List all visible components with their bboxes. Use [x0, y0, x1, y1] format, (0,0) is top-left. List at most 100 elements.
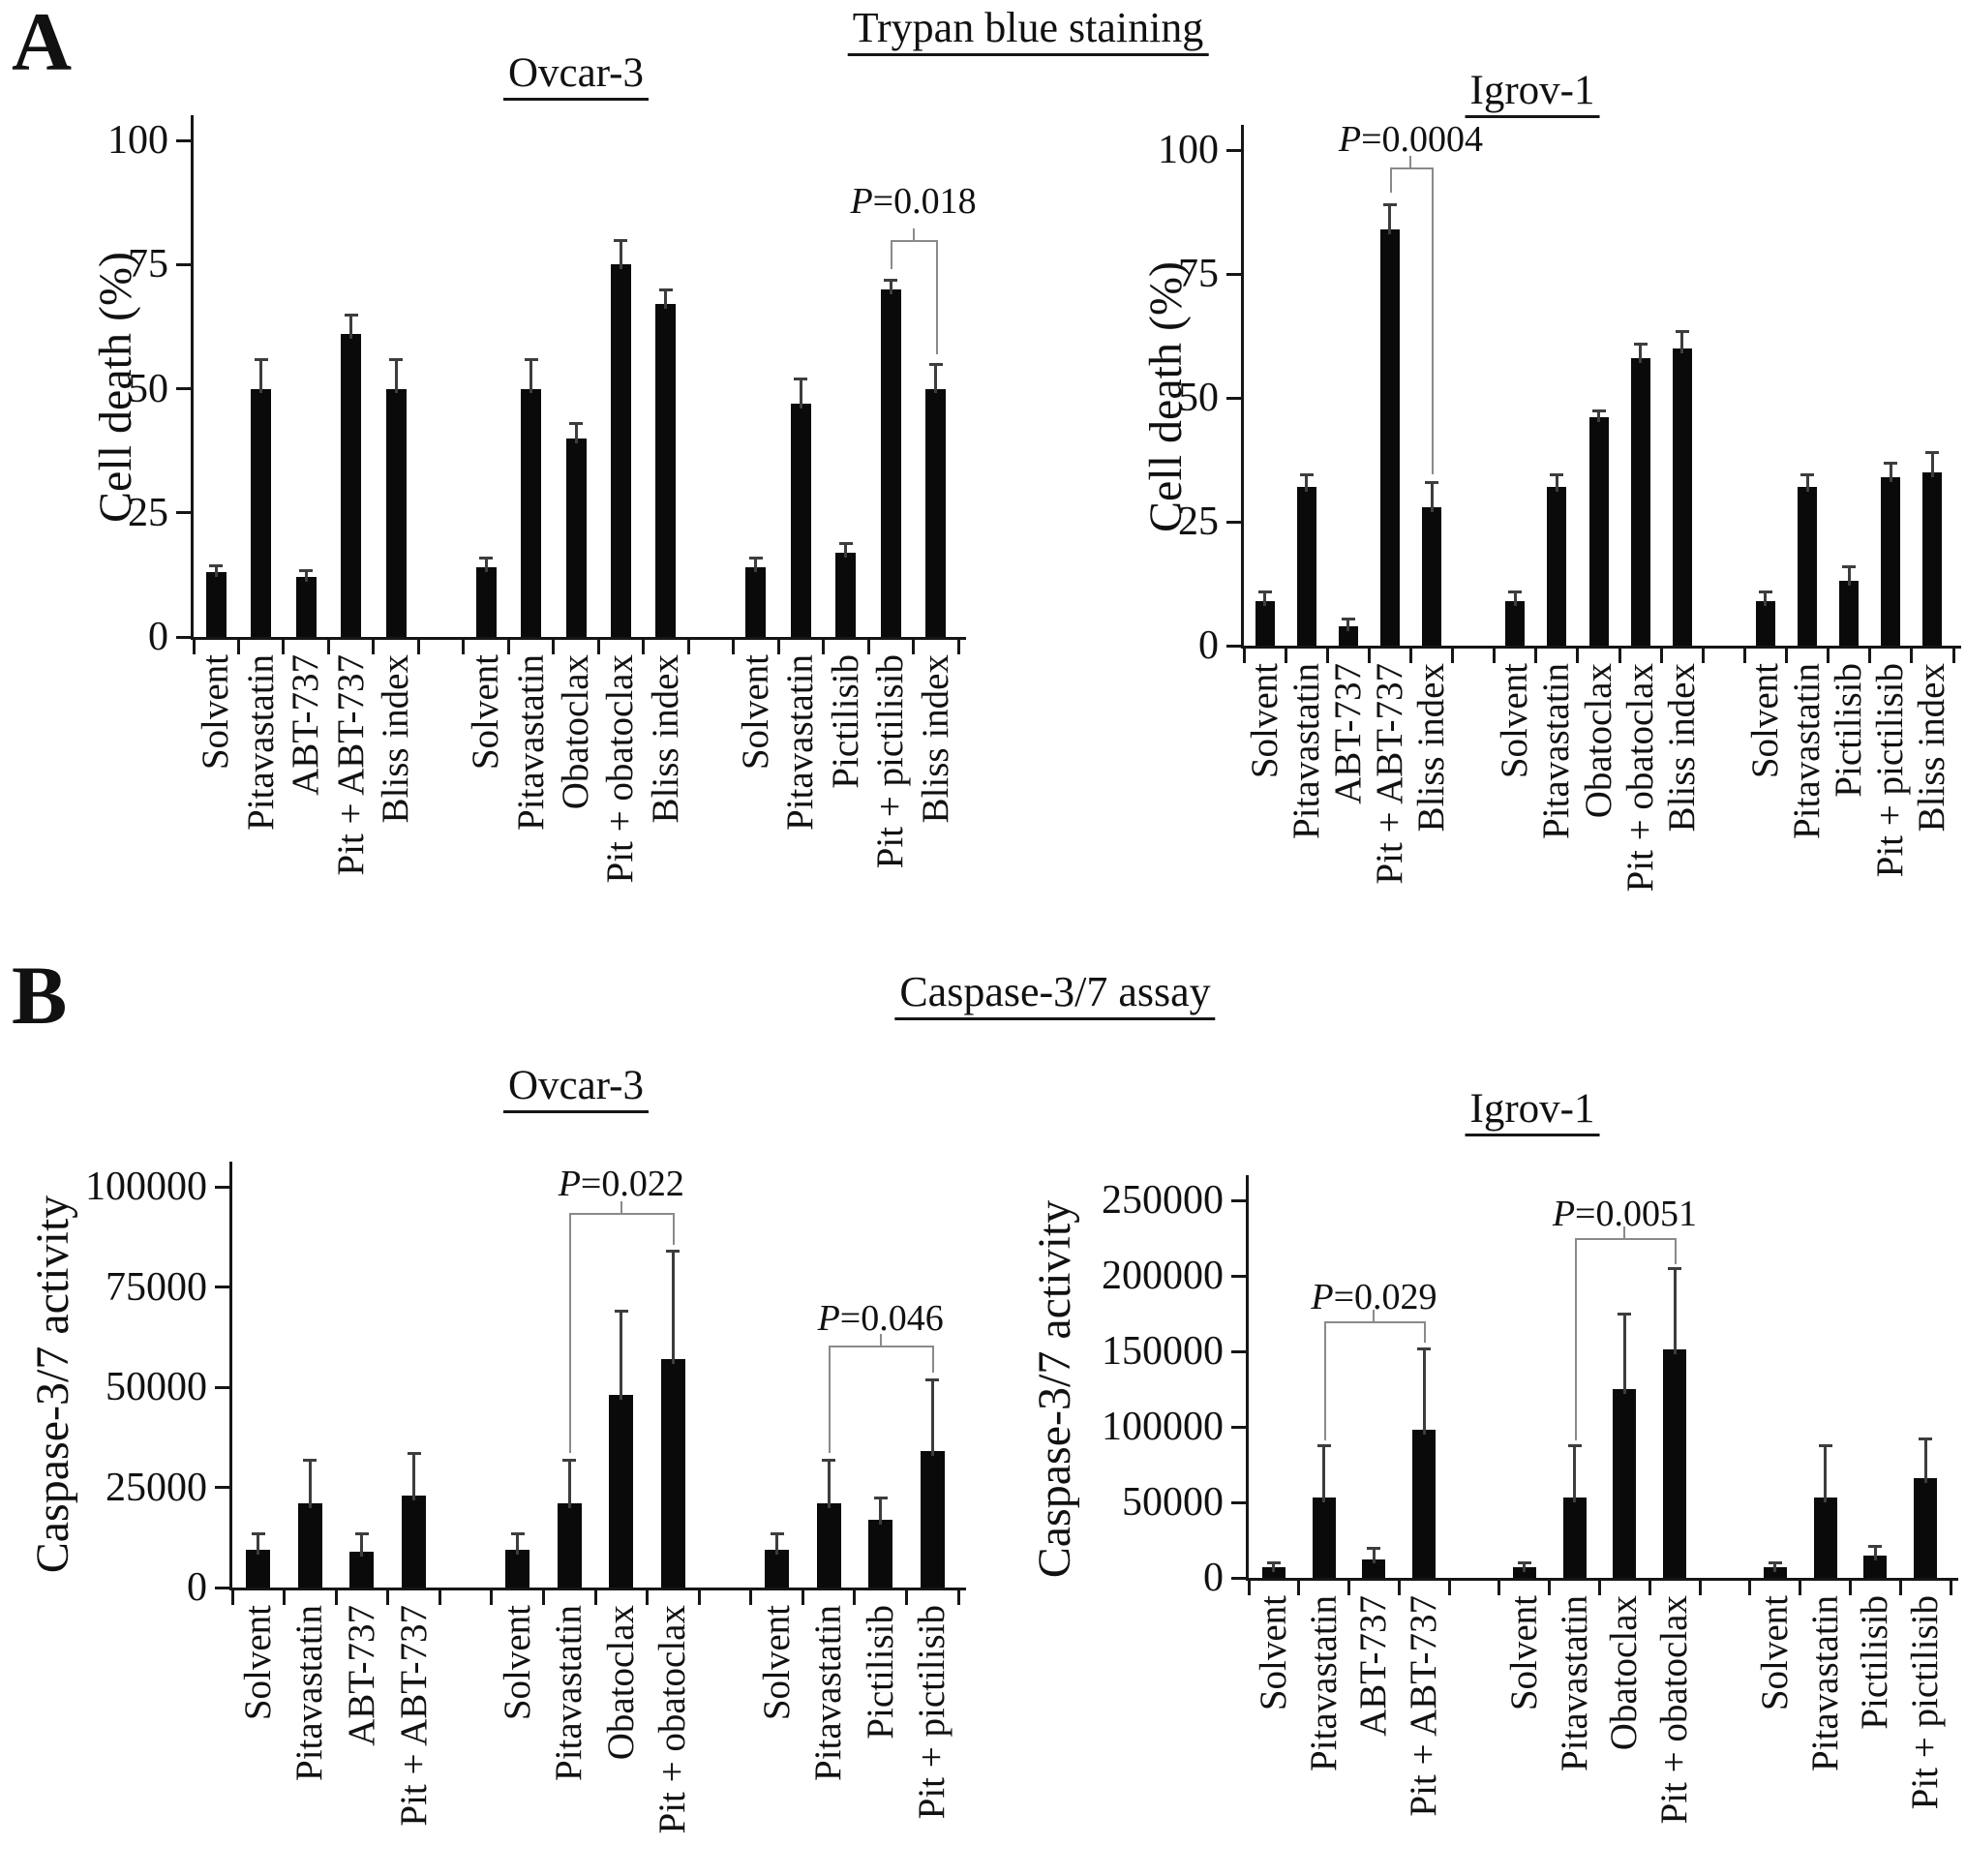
p-value-label: P=0.0051 — [1553, 1193, 1697, 1235]
significance-bracket-arm-right — [932, 1345, 935, 1374]
x-tick-label: Pitavastatin — [509, 654, 552, 831]
error-bar — [1272, 1561, 1276, 1573]
error-bar — [775, 1533, 778, 1555]
bar — [1672, 348, 1692, 646]
error-bar — [619, 239, 622, 270]
bar — [1881, 476, 1901, 646]
chart-title: Ovcar-3 — [502, 50, 650, 101]
error-bar-cap — [1768, 1560, 1782, 1564]
y-tick-mark — [176, 138, 191, 142]
error-bar-cap — [251, 1532, 265, 1536]
y-tick-mark — [1226, 272, 1241, 276]
x-tick-label: Solvent — [734, 654, 776, 771]
error-bar — [1873, 1546, 1877, 1560]
error-bar-cap — [928, 362, 943, 366]
bar — [1261, 1567, 1285, 1578]
y-tick-mark — [1226, 148, 1241, 152]
error-bar-cap — [614, 1310, 628, 1314]
x-tick-label: ABT-737 — [1352, 1595, 1395, 1737]
significance-bracket-line — [1323, 1320, 1425, 1323]
x-tick-mark — [822, 640, 826, 654]
x-tick-label: Pit + ABT-737 — [392, 1605, 435, 1827]
bar — [1362, 1558, 1386, 1578]
error-bar-cap — [925, 1377, 940, 1381]
x-tick-mark — [642, 640, 646, 654]
x-tick-label: Pitavastatin — [1535, 663, 1578, 839]
error-bar — [349, 314, 353, 340]
y-tick-label: 0 — [148, 615, 168, 659]
error-bar — [1773, 1561, 1777, 1573]
x-tick-label: Solvent — [755, 1605, 798, 1721]
y-tick-label: 50 — [128, 366, 168, 411]
error-bar — [1597, 409, 1600, 423]
x-tick-label: Pit + obatoclax — [1653, 1595, 1696, 1825]
x-tick-label: ABT-737 — [1326, 663, 1369, 804]
y-tick-label: 25 — [1178, 499, 1219, 544]
x-tick-mark — [776, 640, 780, 654]
error-bar — [516, 1533, 520, 1555]
error-bar-cap — [1925, 451, 1940, 455]
bar — [1630, 358, 1650, 646]
error-bar-cap — [1868, 1545, 1883, 1549]
y-tick-mark — [176, 635, 191, 639]
x-tick-label: Solvent — [1252, 1595, 1294, 1711]
bar — [205, 572, 227, 637]
bar — [297, 1503, 322, 1588]
bar — [765, 1549, 789, 1588]
bar — [1763, 1567, 1787, 1578]
p-value-symbol: P — [1311, 1277, 1334, 1317]
error-bar-cap — [748, 556, 763, 560]
error-bar — [1847, 566, 1851, 587]
error-bar-cap — [510, 1532, 525, 1536]
x-tick-mark — [1648, 1581, 1651, 1595]
x-tick-mark — [749, 1590, 753, 1605]
error-bar-cap — [1800, 473, 1815, 477]
x-tick-label: Solvent — [1494, 663, 1536, 779]
x-tick-mark — [1827, 649, 1830, 663]
y-tick-mark — [215, 1486, 229, 1489]
error-bar-cap — [569, 422, 583, 426]
x-tick-label: Solvent — [465, 654, 507, 771]
bar — [1255, 600, 1275, 646]
error-bar-cap — [1508, 590, 1523, 593]
error-bar-cap — [303, 1458, 318, 1462]
bar — [1613, 1389, 1637, 1578]
error-bar — [827, 1459, 831, 1509]
x-tick-label: Pictilisib — [1828, 663, 1870, 798]
error-bar-cap — [1266, 1560, 1281, 1564]
error-bar — [1263, 590, 1267, 606]
x-tick-mark — [1497, 1581, 1501, 1595]
error-bar-cap — [1567, 1443, 1582, 1447]
y-tick-mark — [176, 262, 191, 266]
x-tick-label: Pit + pictilisib — [1904, 1595, 1947, 1810]
bar — [521, 388, 542, 637]
x-tick-mark — [1397, 1581, 1401, 1595]
error-bar-cap — [770, 1532, 784, 1536]
p-value-symbol: P — [1552, 1194, 1576, 1235]
error-bar-cap — [299, 568, 314, 572]
x-tick-label: Solvent — [496, 1605, 538, 1721]
y-tick-label: 25 — [128, 490, 168, 535]
x-tick-mark — [853, 1590, 857, 1605]
y-tick-mark — [215, 1385, 229, 1389]
y-tick-mark — [1226, 644, 1241, 648]
x-tick-label: Solvent — [1743, 663, 1786, 779]
bar — [1755, 600, 1775, 646]
panel-a-label: A — [12, 0, 73, 88]
significance-bracket-arm-left — [829, 1345, 832, 1454]
significance-bracket-stub — [1373, 1309, 1376, 1321]
p-value-label: P=0.022 — [559, 1163, 684, 1205]
error-bar — [1322, 1444, 1326, 1503]
x-tick-label: Pitavastatin — [548, 1605, 590, 1781]
error-bar-cap — [1517, 1560, 1531, 1564]
x-tick-label: Pictilisib — [859, 1605, 901, 1740]
error-bar — [799, 378, 802, 408]
x-tick-label: Obatoclax — [1603, 1595, 1646, 1751]
error-bar-cap — [1591, 408, 1606, 412]
bar — [251, 388, 272, 637]
y-axis-line — [191, 115, 194, 637]
error-bar-cap — [254, 357, 268, 361]
y-tick-label: 75000 — [106, 1264, 207, 1310]
error-bar-cap — [658, 287, 673, 291]
error-bar — [484, 557, 488, 573]
